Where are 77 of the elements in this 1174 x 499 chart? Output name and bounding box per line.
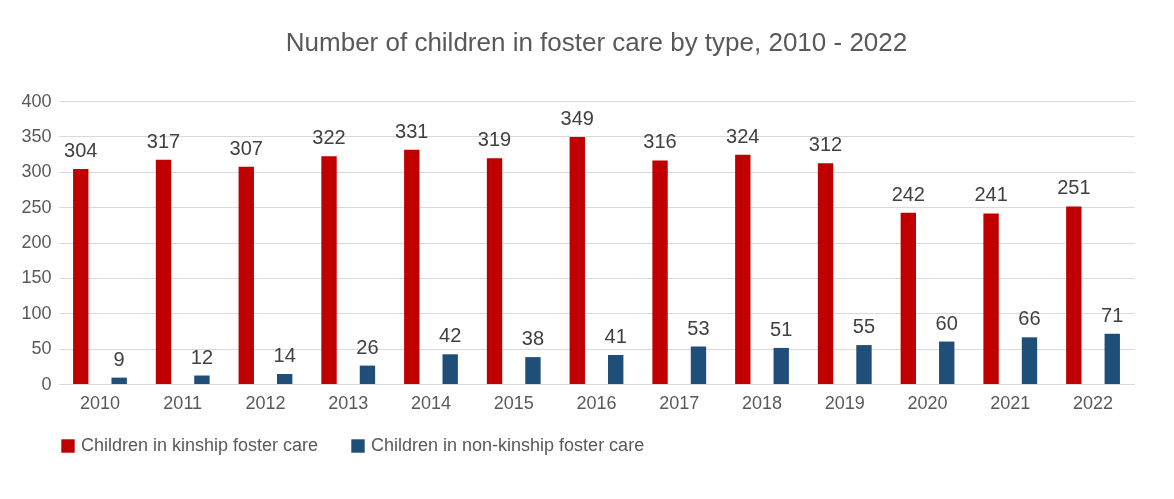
bar (194, 375, 210, 384)
data-label: 242 (891, 182, 925, 205)
bar (238, 166, 254, 384)
x-tick-label: 2021 (990, 392, 1031, 413)
data-label: 60 (935, 311, 958, 334)
y-tick-label: 400 (21, 90, 52, 111)
bar (900, 212, 916, 384)
bar (1104, 333, 1120, 384)
data-label: 312 (808, 133, 843, 156)
x-tick-label: 2011 (163, 392, 203, 413)
data-label: 304 (64, 138, 98, 161)
data-label: 241 (974, 183, 1008, 206)
data-label: 324 (726, 124, 760, 147)
y-tick-label: 50 (31, 338, 52, 359)
x-tick-label: 2012 (245, 392, 286, 413)
x-tick-label: 2018 (741, 392, 783, 413)
x-tick-label: 2017 (659, 392, 700, 413)
bar (983, 213, 999, 384)
data-label: 55 (852, 315, 876, 338)
data-label: 331 (395, 119, 429, 142)
bar (856, 345, 872, 384)
bar (277, 374, 293, 384)
data-label: 307 (229, 136, 263, 159)
bar (939, 341, 955, 384)
data-label: 26 (356, 335, 379, 358)
y-tick-label: 250 (21, 196, 52, 217)
y-tick-label: 150 (21, 267, 52, 288)
x-tick-label: 2020 (907, 392, 948, 413)
bar (569, 137, 585, 384)
data-label: 66 (1018, 307, 1041, 330)
data-label: 317 (146, 129, 181, 152)
bar (359, 365, 376, 384)
data-label: 322 (312, 126, 346, 149)
data-label: 51 (770, 317, 793, 340)
data-label: 42 (439, 324, 462, 347)
y-tick-label: 200 (21, 232, 52, 252)
x-tick-label: 2016 (576, 392, 617, 413)
bar (773, 347, 789, 384)
data-label: 41 (604, 324, 627, 347)
legend-label: Children in non-kinship foster care (371, 435, 645, 455)
x-tick-label: 2022 (1073, 392, 1114, 413)
bar (1066, 206, 1082, 384)
data-label: 38 (521, 327, 545, 350)
y-tick-label: 300 (21, 161, 52, 182)
x-tick-label: 2015 (493, 392, 534, 413)
data-label: 251 (1057, 176, 1091, 199)
bar (404, 149, 420, 384)
bar (525, 357, 541, 384)
data-label: 53 (687, 316, 710, 339)
legend-label: Children in kinship foster care (81, 435, 319, 455)
data-label: 12 (190, 345, 214, 368)
bar (73, 168, 89, 384)
bar (1021, 337, 1038, 384)
data-label: 316 (643, 130, 677, 153)
data-label: 9 (113, 347, 125, 370)
bar (652, 160, 668, 384)
bar (735, 154, 751, 384)
bar (486, 158, 503, 384)
x-tick-label: 2014 (410, 392, 452, 413)
data-label: 349 (560, 107, 594, 130)
x-tick-label: 2010 (79, 392, 120, 413)
data-label: 319 (477, 128, 512, 151)
bar (690, 346, 707, 384)
y-tick-label: 0 (41, 373, 52, 394)
y-tick-label: 350 (21, 125, 52, 146)
bar (111, 377, 127, 384)
data-label: 14 (273, 344, 296, 367)
bar (817, 163, 834, 384)
bar (442, 354, 458, 384)
x-tick-label: 2019 (824, 392, 865, 413)
bar (321, 156, 337, 384)
data-label: 71 (1101, 303, 1124, 326)
x-tick-label: 2013 (328, 392, 369, 413)
chart-title: Number of children in foster care by type, 2010 - 2022 (285, 27, 908, 57)
bar (155, 159, 172, 384)
bar (608, 354, 624, 384)
y-tick-label: 100 (21, 302, 52, 323)
